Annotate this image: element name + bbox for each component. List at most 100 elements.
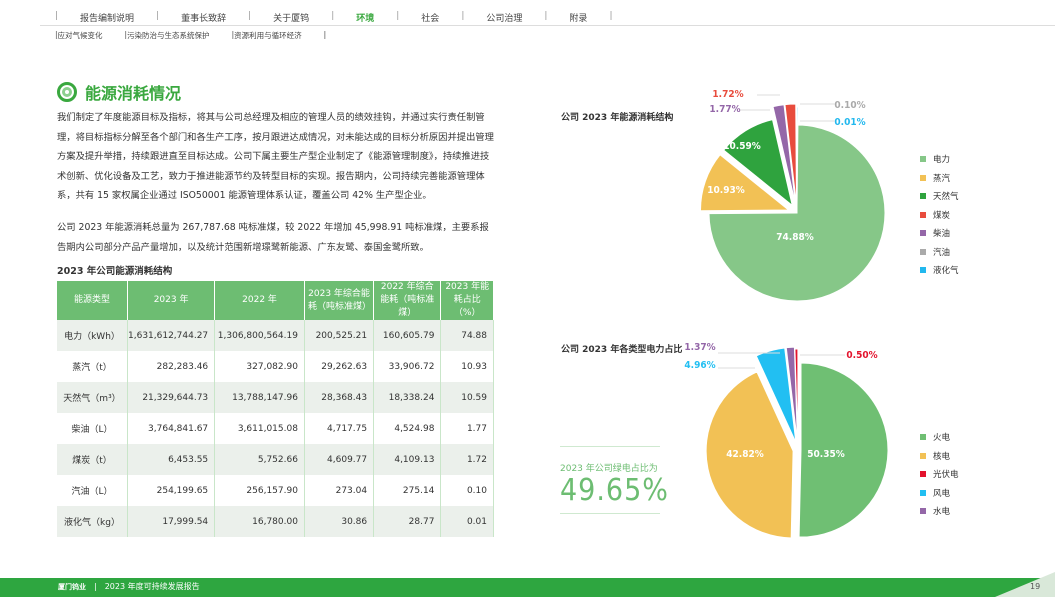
nav-separator: | bbox=[248, 11, 252, 21]
table-cell: 21,329,644.73 bbox=[127, 382, 216, 413]
section-title: 能源消耗情况 bbox=[85, 84, 182, 103]
paragraph: 公司 2023 年能源消耗总量为 267,787.68 吨标准煤，较 2022 … bbox=[57, 222, 489, 253]
table-cell: 10.93 bbox=[440, 351, 494, 382]
legend-swatch bbox=[920, 434, 926, 441]
chart-title: 公司 2023 年各类型电力占比 bbox=[561, 345, 683, 355]
nav-separator: | bbox=[609, 11, 613, 21]
pie-slice-水电 bbox=[785, 346, 798, 443]
column-header: 2023 年综合能耗（吨标准煤） bbox=[304, 281, 375, 320]
legend-swatch bbox=[920, 211, 926, 218]
column-header: 2022 年综合能耗（吨标准煤） bbox=[373, 281, 442, 320]
nav-item[interactable]: 报告编制说明 bbox=[80, 14, 135, 24]
pie-slice-光伏电 bbox=[794, 348, 799, 445]
slice-label: 0.10% bbox=[834, 100, 865, 111]
table-cell: 16,780.00 bbox=[214, 506, 305, 537]
pie-slice-风电 bbox=[755, 347, 797, 443]
table-cell: 275.14 bbox=[373, 475, 442, 506]
pie-slice-液化气 bbox=[796, 106, 799, 208]
nav-item[interactable]: 附录 bbox=[569, 14, 588, 24]
circle-icon bbox=[57, 82, 77, 102]
nav-divider bbox=[40, 25, 1055, 26]
legend-label: 核电 bbox=[933, 451, 951, 462]
subnav-item[interactable]: 应对气候变化 bbox=[57, 31, 103, 40]
slice-label: 0.50% bbox=[846, 350, 877, 361]
nav-separator: | bbox=[55, 30, 58, 39]
subnav-item[interactable]: 资源利用与循环经济 bbox=[234, 31, 302, 40]
table-cell: 液化气（kg） bbox=[57, 506, 128, 537]
slice-label: 0.01% bbox=[834, 117, 865, 128]
table-row: 汽油（L） 254,199.65 256,157.90 273.04 275.14 0.1… bbox=[57, 475, 494, 506]
legend-label: 汽油 bbox=[933, 247, 951, 258]
legend-label: 柴油 bbox=[933, 229, 951, 240]
nav-separator: | bbox=[396, 11, 400, 21]
legend-swatch bbox=[920, 508, 926, 515]
table-cell: 1,631,612,744.27 bbox=[127, 320, 216, 351]
table-cell: 5,752.66 bbox=[214, 444, 305, 475]
section-heading: 能源消耗情况 bbox=[57, 80, 181, 104]
legend-item: 液化气 bbox=[920, 261, 959, 280]
legend-swatch bbox=[920, 489, 926, 496]
legend-label: 天然气 bbox=[933, 192, 959, 203]
table-cell: 28.77 bbox=[373, 506, 442, 537]
table-cell: 0.10 bbox=[440, 475, 494, 506]
legend-swatch bbox=[920, 248, 926, 255]
top-nav: | 报告编制说明 | 董事长致辞 | 关于厦钨 | 环境 | 社会 | 公司治理 | 附录 | bbox=[55, 11, 634, 24]
sub-nav: | 应对气候变化 | 污染防治与生态系统保护 | 资源利用与循环经济 | bbox=[55, 30, 326, 41]
table-cell: 33,906.72 bbox=[373, 351, 442, 382]
page-number: 19 bbox=[1030, 582, 1041, 591]
column-header: 能源类型 bbox=[57, 281, 128, 320]
nav-item[interactable]: 社会 bbox=[421, 14, 440, 24]
table-cell: 28,368.43 bbox=[304, 382, 375, 413]
legend-item: 天然气 bbox=[920, 187, 959, 206]
pie-slice-煤炭 bbox=[784, 103, 797, 205]
table-cell: 30.86 bbox=[304, 506, 375, 537]
legend-item: 电力 bbox=[920, 150, 959, 169]
report-title: 2023 年度可持续发展报告 bbox=[104, 582, 200, 591]
slice-label: 1.72% bbox=[712, 89, 743, 100]
nav-separator: | bbox=[323, 30, 327, 39]
table-row: 天然气（m³） 21,329,644.73 13,788,147.96 28,368.… bbox=[57, 382, 494, 413]
table-cell: 10.59 bbox=[440, 382, 494, 413]
legend-item: 蒸汽 bbox=[920, 169, 959, 188]
legend-label: 水电 bbox=[933, 507, 951, 518]
paragraph: 我们制定了年度能源目标及指标，将其与公司总经理及相应的管理人员的绩效挂钩，并通过… bbox=[57, 112, 494, 201]
table-cell: 4,717.75 bbox=[304, 413, 375, 444]
legend-item: 汽油 bbox=[920, 243, 959, 262]
table-cell: 282,283.46 bbox=[127, 351, 216, 382]
nav-item[interactable]: 公司治理 bbox=[486, 14, 523, 24]
legend-label: 光伏电 bbox=[933, 470, 959, 481]
table-cell: 蒸汽（t） bbox=[57, 351, 128, 382]
energy-table: 能源类型 2023 年 2022 年 2023 年综合能耗（吨标准煤） 2022 年综合… bbox=[57, 281, 494, 537]
footer-bar bbox=[0, 578, 1055, 597]
table-cell: 柴油（L） bbox=[57, 413, 128, 444]
table-cell: 6,453.55 bbox=[127, 444, 216, 475]
legend-label: 风电 bbox=[933, 488, 951, 499]
pie-slice-柴油 bbox=[772, 104, 796, 205]
table-cell: 327,082.90 bbox=[214, 351, 305, 382]
green-power-value: 49.65% bbox=[560, 473, 669, 508]
column-header: 2023 年 bbox=[127, 281, 216, 320]
chart-title: 公司 2023 年能源消耗结构 bbox=[561, 113, 674, 123]
legend-item: 煤炭 bbox=[920, 206, 959, 225]
subnav-item[interactable]: 污染防治与生态系统保护 bbox=[127, 31, 210, 40]
slice-label: 10.93% bbox=[707, 185, 744, 196]
table-cell: 3,611,015.08 bbox=[214, 413, 305, 444]
table-cell: 74.88 bbox=[440, 320, 494, 351]
footer-divider: | bbox=[94, 582, 97, 591]
table-cell: 3,764,841.67 bbox=[127, 413, 216, 444]
table-cell: 1,306,800,564.19 bbox=[214, 320, 305, 351]
nav-separator: | bbox=[544, 11, 548, 21]
pie-slice-火电 bbox=[798, 362, 889, 538]
pie-slice-电力 bbox=[708, 124, 886, 302]
table-cell: 4,109.13 bbox=[373, 444, 442, 475]
nav-item[interactable]: 关于厦钨 bbox=[273, 14, 310, 24]
legend-swatch bbox=[920, 193, 926, 200]
legend-swatch bbox=[920, 156, 926, 163]
legend-item: 火电 bbox=[920, 428, 959, 447]
legend: 电力 蒸汽天然气煤炭柴油汽油液化气 bbox=[920, 150, 959, 280]
nav-item[interactable]: 环境 bbox=[356, 14, 375, 24]
legend-swatch bbox=[920, 174, 926, 181]
nav-item[interactable]: 董事长致辞 bbox=[181, 14, 227, 24]
table-cell: 200,525.21 bbox=[304, 320, 375, 351]
